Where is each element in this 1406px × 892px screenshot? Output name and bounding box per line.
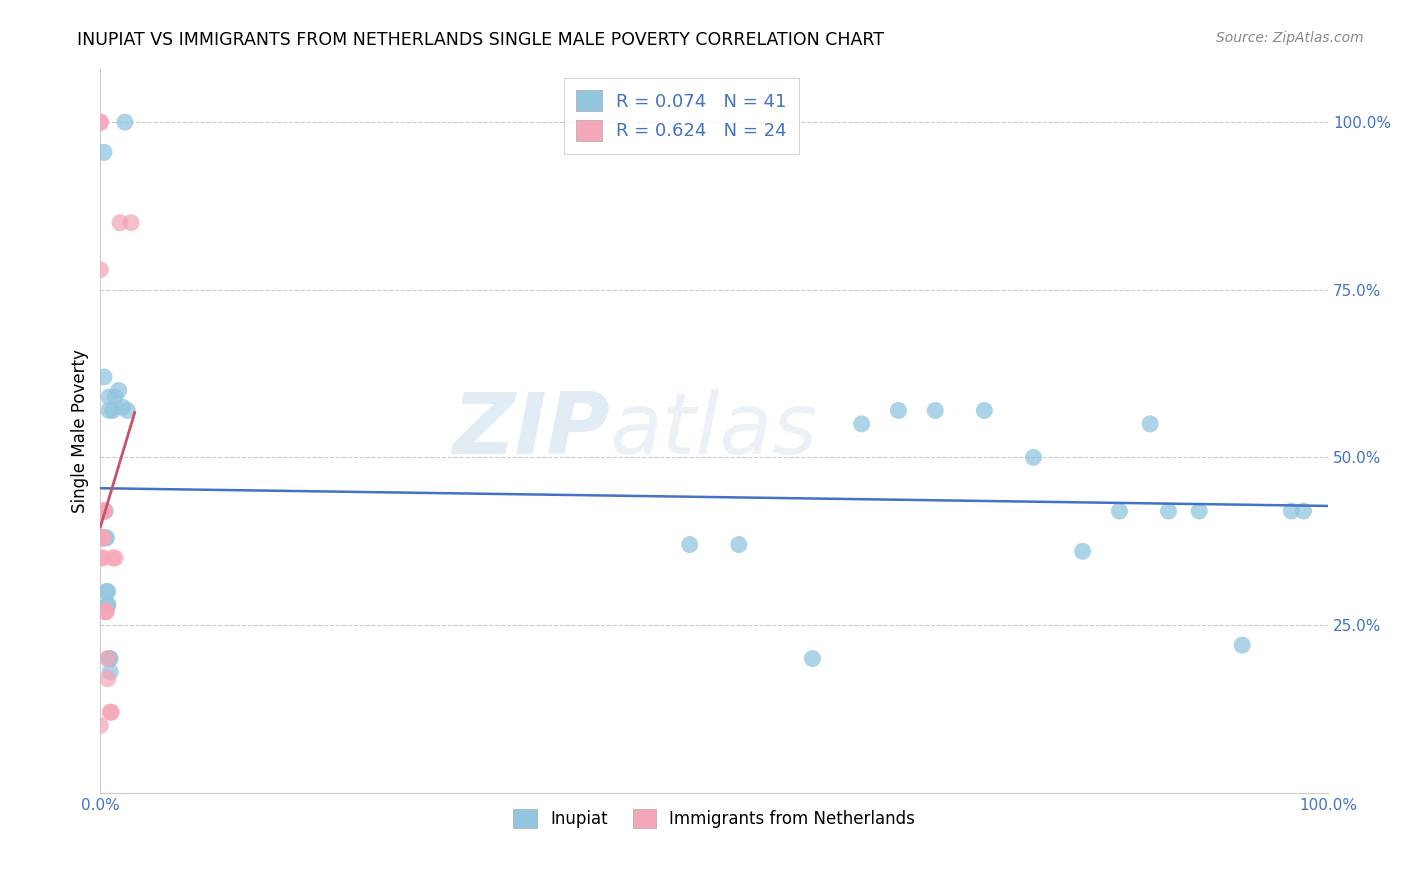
Point: [96, 605, 118, 619]
Text: Source: ZipAtlas.com: Source: ZipAtlas.com: [1216, 31, 1364, 45]
Point: [91, 551, 114, 566]
Point: [96, 584, 118, 599]
Point: [727, 538, 749, 552]
Point: [100, 705, 122, 719]
Point: [1188, 504, 1211, 518]
Point: [117, 403, 139, 417]
Point: [94, 531, 117, 545]
Point: [94, 504, 117, 518]
Point: [1279, 504, 1302, 518]
Point: [101, 551, 124, 566]
Point: [1230, 638, 1253, 652]
Point: [89, 115, 111, 129]
Point: [91, 531, 114, 545]
Point: [97, 598, 120, 612]
Point: [114, 115, 136, 129]
Point: [89, 262, 111, 277]
Point: [94, 605, 117, 619]
Point: [101, 403, 124, 417]
Point: [93, 145, 115, 160]
Point: [97, 651, 120, 665]
Point: [93, 370, 115, 384]
Point: [1292, 504, 1315, 518]
Point: [924, 403, 946, 417]
Point: [93, 504, 115, 518]
Point: [89, 504, 111, 518]
Point: [91, 504, 114, 518]
Point: [111, 400, 134, 414]
Point: [97, 584, 120, 599]
Point: [89, 718, 111, 732]
Point: [1108, 504, 1130, 518]
Point: [107, 384, 129, 398]
Point: [973, 403, 995, 417]
Point: [1071, 544, 1094, 558]
Point: [91, 531, 114, 545]
Point: [93, 504, 115, 518]
Text: ZIP: ZIP: [453, 389, 610, 472]
Point: [94, 605, 117, 619]
Point: [89, 504, 111, 518]
Point: [104, 390, 127, 404]
Point: [98, 705, 121, 719]
Point: [97, 403, 120, 417]
Point: [91, 531, 114, 545]
Point: [1157, 504, 1180, 518]
Legend: Inupiat, Immigrants from Netherlands: Inupiat, Immigrants from Netherlands: [506, 803, 922, 835]
Point: [108, 216, 131, 230]
Point: [104, 551, 127, 566]
Text: atlas: atlas: [610, 389, 818, 472]
Point: [97, 672, 120, 686]
Point: [97, 390, 120, 404]
Point: [98, 665, 121, 679]
Point: [887, 403, 910, 417]
Point: [89, 551, 111, 566]
Y-axis label: Single Male Poverty: Single Male Poverty: [72, 349, 89, 513]
Point: [801, 651, 824, 665]
Point: [91, 531, 114, 545]
Point: [120, 216, 142, 230]
Point: [851, 417, 873, 431]
Point: [1139, 417, 1161, 431]
Text: INUPIAT VS IMMIGRANTS FROM NETHERLANDS SINGLE MALE POVERTY CORRELATION CHART: INUPIAT VS IMMIGRANTS FROM NETHERLANDS S…: [77, 31, 884, 49]
Point: [98, 651, 121, 665]
Point: [89, 115, 111, 129]
Point: [89, 531, 111, 545]
Point: [93, 504, 115, 518]
Point: [1022, 450, 1045, 465]
Point: [679, 538, 702, 552]
Point: [97, 651, 120, 665]
Point: [96, 531, 118, 545]
Point: [97, 651, 120, 665]
Point: [97, 598, 120, 612]
